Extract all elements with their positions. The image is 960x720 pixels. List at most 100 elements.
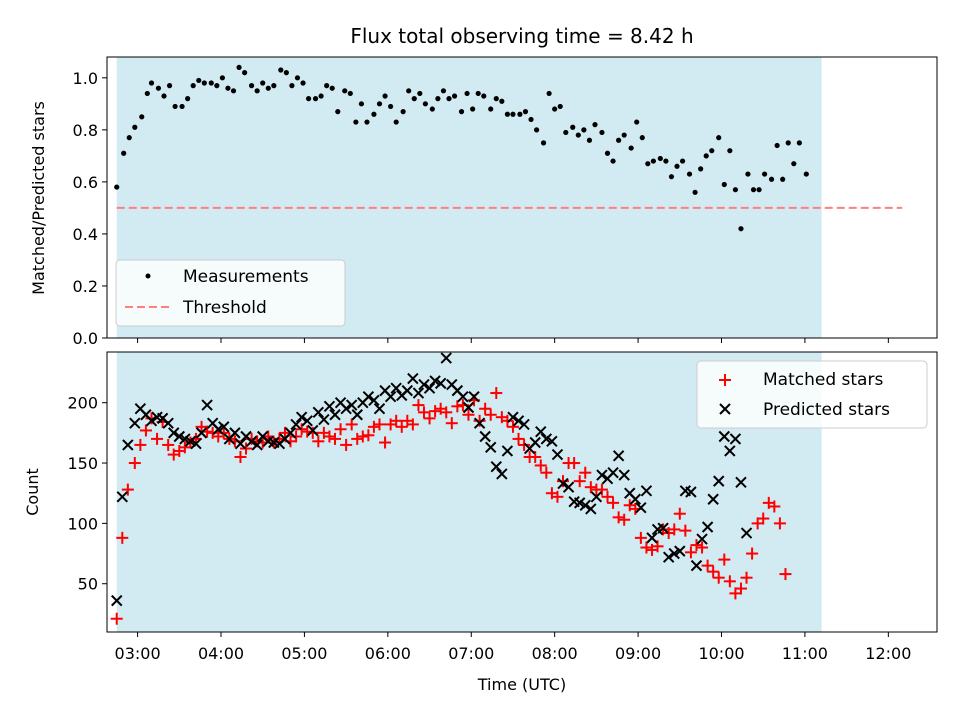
measurement-point (650, 158, 656, 164)
predicted-point (129, 417, 141, 429)
predicted-point (362, 390, 375, 403)
predicted-point (735, 476, 747, 489)
matched-point (116, 531, 129, 544)
matched-point (121, 483, 134, 496)
predicted-point (657, 522, 669, 534)
predicted-point (529, 436, 541, 449)
measurement-point (121, 150, 127, 156)
measurement-point (260, 80, 266, 86)
predicted-point (701, 521, 714, 533)
predicted-point (646, 532, 658, 544)
measurement-point (552, 106, 558, 112)
measurement-point (185, 96, 191, 102)
matched-point (529, 451, 542, 463)
measurement-point (774, 142, 780, 149)
measurement-point (300, 80, 306, 86)
measurement-point (440, 88, 447, 94)
matched-point (707, 565, 720, 578)
x-tick-label: 06:00 (365, 644, 411, 663)
measurement-point (406, 88, 412, 94)
y-tick-label: 0.4 (73, 225, 98, 244)
measurement-point (422, 101, 428, 107)
predicted-point (412, 387, 425, 399)
matched-point (618, 513, 631, 526)
matched-point (757, 512, 770, 525)
measurement-point (570, 124, 576, 130)
measurement-point (329, 85, 335, 91)
matched-point (701, 559, 714, 572)
measurement-point (132, 124, 138, 130)
x-tick-label: 04:00 (198, 644, 244, 663)
measurement-point (278, 67, 284, 73)
measurement-point (488, 106, 494, 112)
measurement-point (451, 93, 458, 99)
measurement-point (201, 80, 207, 86)
predicted-point (612, 450, 625, 462)
measurement-point (756, 187, 762, 193)
measurement-point (510, 111, 516, 117)
predicted-point (251, 439, 263, 451)
matched-point (162, 438, 175, 451)
matched-point (668, 523, 681, 536)
matched-legend-marker (719, 374, 731, 386)
matched-point (679, 524, 692, 537)
y-tick-label: 150 (67, 454, 98, 473)
predicted-point (535, 425, 547, 438)
predicted-point (718, 430, 730, 443)
matched-point (673, 507, 686, 520)
predicted-point (423, 382, 436, 394)
measurement-point (376, 101, 383, 107)
predicted-point (201, 399, 213, 411)
matched-point (601, 490, 614, 503)
measurement-point (214, 83, 220, 89)
predicted-point (468, 390, 480, 403)
matched-point (134, 438, 147, 451)
matched-point (568, 457, 581, 470)
predicted-point (440, 352, 452, 364)
measurement-point (575, 132, 581, 138)
measurement-point (144, 90, 150, 97)
measurement-point (610, 158, 616, 164)
predicted-point (351, 409, 363, 421)
measurement-point (435, 96, 441, 102)
measurement-point (470, 106, 476, 112)
predicted-point (562, 481, 575, 493)
matched-point (110, 612, 123, 625)
measurement-point (616, 137, 622, 143)
matched-point (540, 466, 553, 479)
predicted-point (457, 390, 469, 403)
matched-point (501, 414, 514, 427)
counts-plot-frame (106, 351, 938, 633)
matched-point (718, 553, 731, 566)
matched-point (379, 436, 392, 449)
measurement-point (342, 88, 348, 94)
measurement-point (762, 171, 768, 177)
matched-point (306, 426, 319, 439)
matched-point (518, 438, 531, 451)
matched-point (390, 414, 403, 427)
measurement-point (738, 226, 744, 232)
predicted-point (485, 441, 497, 454)
measurement-point (727, 148, 733, 154)
matched-point (473, 414, 486, 427)
y-tick-label: 50 (78, 575, 98, 594)
matched-point (773, 517, 786, 530)
predicted-point (724, 445, 736, 457)
predicted-point (618, 469, 630, 481)
x-tick-label: 08:00 (532, 644, 578, 663)
predicted-point (579, 499, 591, 511)
ratio-legend: Measurements Threshold (115, 259, 346, 327)
matched-point (412, 399, 425, 412)
measurement-point (208, 80, 214, 86)
measurement-point (126, 135, 132, 141)
matched-point (340, 438, 353, 451)
matched-point (445, 417, 458, 430)
predicted-point (145, 415, 158, 427)
measurement-point (305, 96, 312, 102)
predicted-point (629, 493, 642, 505)
matched-point (295, 423, 308, 436)
predicted-point (713, 475, 725, 487)
measurement-point (517, 111, 523, 117)
y-tick-label: 0.0 (73, 329, 98, 348)
